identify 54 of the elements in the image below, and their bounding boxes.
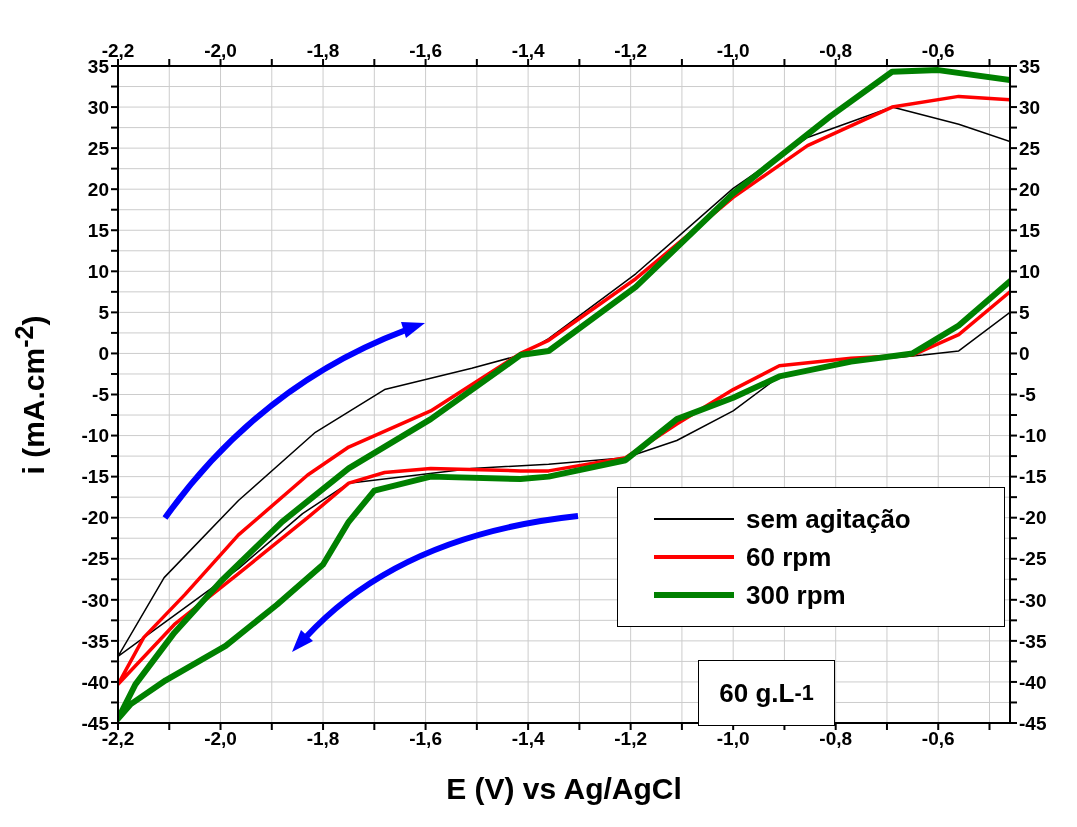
y2-tick-label: -10 — [1019, 425, 1047, 447]
x2-tick-label: -1,6 — [409, 728, 442, 750]
x-tick-label: -1,2 — [614, 40, 648, 61]
x-tick-label: -1,6 — [409, 40, 442, 61]
x2-tick-label: -1,4 — [511, 728, 545, 750]
y-tick-label: -20 — [81, 507, 109, 529]
y2-tick-label: -5 — [1019, 384, 1037, 406]
x2-tick-label: -1,2 — [614, 728, 648, 750]
y2-tick-label: -20 — [1019, 507, 1047, 529]
y-tick-label: 10 — [87, 261, 109, 283]
y2-tick-label: -15 — [1019, 466, 1047, 488]
y2-tick-label: 10 — [1019, 261, 1041, 283]
legend-label: 60 rpm — [746, 541, 832, 573]
y-tick-label: -35 — [81, 630, 110, 652]
y-tick-label: -45 — [81, 712, 110, 734]
x-tick-label: -1,8 — [306, 40, 340, 61]
x-tick-label: -1,4 — [511, 40, 545, 61]
y2-tick-label: 15 — [1019, 219, 1041, 241]
y-tick-label: 20 — [87, 178, 109, 200]
y-tick-label: -30 — [81, 589, 109, 611]
y2-tick-label: 25 — [1019, 137, 1041, 159]
y2-tick-label: 5 — [1019, 302, 1030, 324]
y-tick-label: -5 — [92, 384, 110, 406]
x2-tick-label: -0,8 — [819, 728, 853, 750]
x2-tick-label: -1,8 — [306, 728, 340, 750]
x2-tick-label: -1,0 — [716, 728, 750, 750]
y-tick-label: 0 — [98, 343, 109, 365]
x-tick-label: -0,8 — [819, 40, 853, 61]
y2-tick-label: 20 — [1019, 178, 1041, 200]
y2-tick-label: -25 — [1019, 548, 1047, 570]
x2-tick-label: -0,6 — [921, 728, 955, 750]
y-tick-label: 5 — [98, 302, 110, 324]
y2-tick-label: 35 — [1019, 55, 1041, 77]
x-tick-label: -2,2 — [101, 40, 135, 61]
y-tick-label: -25 — [81, 548, 110, 570]
y2-tick-label: 30 — [1019, 96, 1041, 118]
x-tick-label: -2,0 — [204, 40, 237, 61]
y2-tick-label: -45 — [1019, 712, 1047, 734]
y-tick-label: -10 — [81, 425, 109, 447]
y2-tick-label: 0 — [1019, 343, 1030, 365]
x2-tick-label: -2,0 — [204, 728, 237, 750]
x-axis-title: E (V) vs Ag/AgCl — [445, 772, 683, 806]
y2-tick-label: -35 — [1019, 630, 1047, 652]
x-tick-label: -0,6 — [921, 40, 955, 61]
y-tick-label: 15 — [87, 219, 110, 241]
y-tick-label: 25 — [87, 137, 110, 159]
y-tick-label: -40 — [81, 671, 109, 693]
y-tick-label: 30 — [87, 96, 109, 118]
legend-label: sem agitação — [746, 503, 911, 535]
legend-label: 300 rpm — [746, 579, 846, 611]
y2-tick-label: -30 — [1019, 589, 1047, 611]
y2-tick-label: -40 — [1019, 671, 1047, 693]
y-tick-label: -15 — [81, 466, 110, 488]
x-tick-label: -1,0 — [716, 40, 750, 61]
